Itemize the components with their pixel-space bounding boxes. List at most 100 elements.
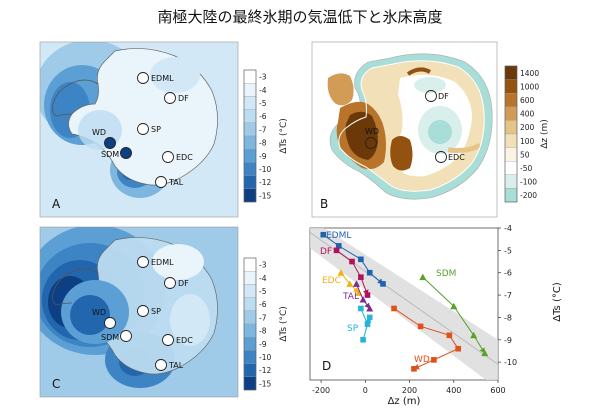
colorbar-b-swatch	[504, 147, 518, 162]
colorbar-c-swatch	[243, 350, 257, 364]
colorbar-c-swatch	[243, 284, 257, 298]
colorbar-a-label: ΔTs (°C)	[279, 118, 289, 154]
colorbar-c-swatch	[243, 323, 257, 338]
data-point-tal	[366, 304, 374, 312]
series-line-wd	[393, 308, 459, 370]
series-arrow-tal	[364, 302, 370, 309]
panel-b: B DF WD EDC	[311, 41, 498, 218]
map-c-site-marker	[137, 256, 149, 268]
panel-a-sites: EDML DF WD SP SDM EDC TAL	[92, 72, 193, 188]
panel-label-b: B	[320, 197, 328, 211]
series-label-sp: SP	[347, 324, 359, 334]
panel-d: -200 0 200 400 600 -4 -5 -6 -7 -8 -9 -10 Δz (m) ΔT…	[309, 224, 563, 407]
colorbar-b-tick-label: 50	[520, 150, 530, 159]
x-tick-label: 0	[363, 386, 368, 395]
colorbar-c-swatch	[243, 271, 257, 285]
map-b-site-label: DF	[438, 92, 449, 101]
x-tick-label: 600	[490, 386, 505, 395]
colorbar-b-tick-label: 600	[520, 96, 535, 105]
map-b-site-marker	[365, 137, 377, 149]
colorbar-a-tick-label: -12	[259, 178, 271, 187]
colorbar-c-tick-label: -3	[259, 261, 267, 270]
regression-line	[310, 232, 498, 365]
colorbar-c-tick-label: -10	[259, 353, 271, 362]
map-c-site-label: WD	[92, 308, 106, 317]
map-c-site-marker	[137, 305, 149, 317]
map-c-site-label: TAL	[168, 361, 184, 370]
data-point-sp	[358, 305, 364, 312]
map-b-site-marker	[435, 151, 447, 163]
colorbar-b-swatch	[504, 65, 518, 80]
y-tick-label: -4	[504, 224, 512, 233]
panel-c: C EDML DF WD SP SDM EDC TAL	[39, 226, 239, 398]
colorbar-c-tick-label: -15	[259, 379, 271, 388]
x-tick-label: 400	[446, 386, 461, 395]
colorbar-b-tick-label: 400	[520, 110, 535, 119]
figure-title: 南極大陸の最終氷期の気温低下と氷床高度	[157, 8, 443, 26]
data-point-wd	[411, 366, 417, 372]
map-a-site-marker	[162, 151, 174, 163]
colorbar-c-swatch	[243, 363, 257, 377]
colorbar-c-tick-label: -7	[259, 313, 267, 322]
data-point-sp	[364, 321, 371, 327]
colorbar-a-tick-label: -7	[259, 125, 267, 134]
colorbar-c-tick-label: -8	[259, 327, 267, 336]
map-a-site-label: EDML	[151, 74, 174, 83]
map-b-site-marker	[425, 90, 437, 102]
series-arrow-edc	[353, 287, 359, 293]
series-line-sdm	[422, 276, 486, 354]
map-b-site-label: EDC	[448, 153, 465, 162]
panel-label-c: C	[52, 377, 60, 391]
colorbar-b-swatch	[504, 161, 518, 175]
series-arrow-sdm	[479, 347, 485, 354]
data-point-edml	[380, 281, 386, 287]
data-point-wd	[391, 305, 397, 312]
series-label-edml: EDML	[326, 231, 351, 241]
colorbar-b-swatch	[504, 188, 518, 203]
series-label-df: DF	[320, 247, 332, 257]
data-point-sdm	[481, 349, 489, 357]
colorbar-c: -3 -4 -5 -6 -7 -8 -9 -10 -12 -15 ΔTs (°C)	[243, 257, 289, 391]
y-axis: -4 -5 -6 -7 -8 -9 -10	[498, 224, 517, 367]
colorbar-c-swatch	[243, 376, 257, 391]
colorbar-b-label: Δz (m)	[540, 119, 550, 149]
data-point-edml	[335, 243, 342, 249]
series-label-sdm: SDM	[436, 269, 456, 279]
y-tick-label: -6	[504, 269, 512, 278]
colorbar-a-swatch	[243, 135, 257, 150]
colorbar-c-tick-label: -9	[259, 340, 267, 349]
colorbar-c-tick-label: -5	[259, 287, 267, 296]
map-a-site-marker	[164, 92, 176, 104]
map-c-site-label: SP	[151, 307, 161, 316]
colorbar-c-tick-label: -6	[259, 300, 267, 309]
colorbar-c-tick-label: -12	[259, 366, 271, 375]
map-c-site-label: SDM	[101, 333, 119, 342]
data-point-df	[333, 247, 340, 254]
data-point-tal	[352, 280, 360, 287]
data-point-sp	[360, 336, 366, 343]
data-point-wd	[446, 332, 453, 339]
series-label-wd: WD	[414, 355, 430, 365]
colorbar-a-swatch	[243, 149, 257, 163]
x-axis-label: Δz (m)	[388, 396, 421, 407]
data-point-edc	[346, 280, 354, 287]
panel-c-sites: EDML DF WD SP SDM EDC TAL	[92, 256, 193, 371]
colorbar-a-swatch	[243, 96, 257, 110]
colorbar-a-tick-label: -6	[259, 112, 267, 121]
colorbar-c-swatch	[243, 297, 257, 311]
map-c-site-label: EDML	[151, 258, 174, 267]
colorbar-c-swatch	[243, 257, 257, 272]
y-axis-label: ΔTs (°C)	[552, 282, 563, 322]
series-line-df	[336, 249, 368, 296]
data-point-edml	[320, 231, 327, 238]
panel-label-a: A	[52, 197, 61, 211]
colorbar-a-swatch	[243, 109, 257, 123]
y-tick-label: -7	[504, 291, 512, 300]
data-point-tal	[359, 296, 367, 303]
colorbar-a-tick-label: -3	[259, 73, 267, 82]
colorbar-b-swatch	[504, 93, 518, 107]
colorbar-b-swatch	[504, 174, 518, 189]
series-line-sp	[360, 308, 371, 340]
data-point-wd	[417, 323, 424, 330]
